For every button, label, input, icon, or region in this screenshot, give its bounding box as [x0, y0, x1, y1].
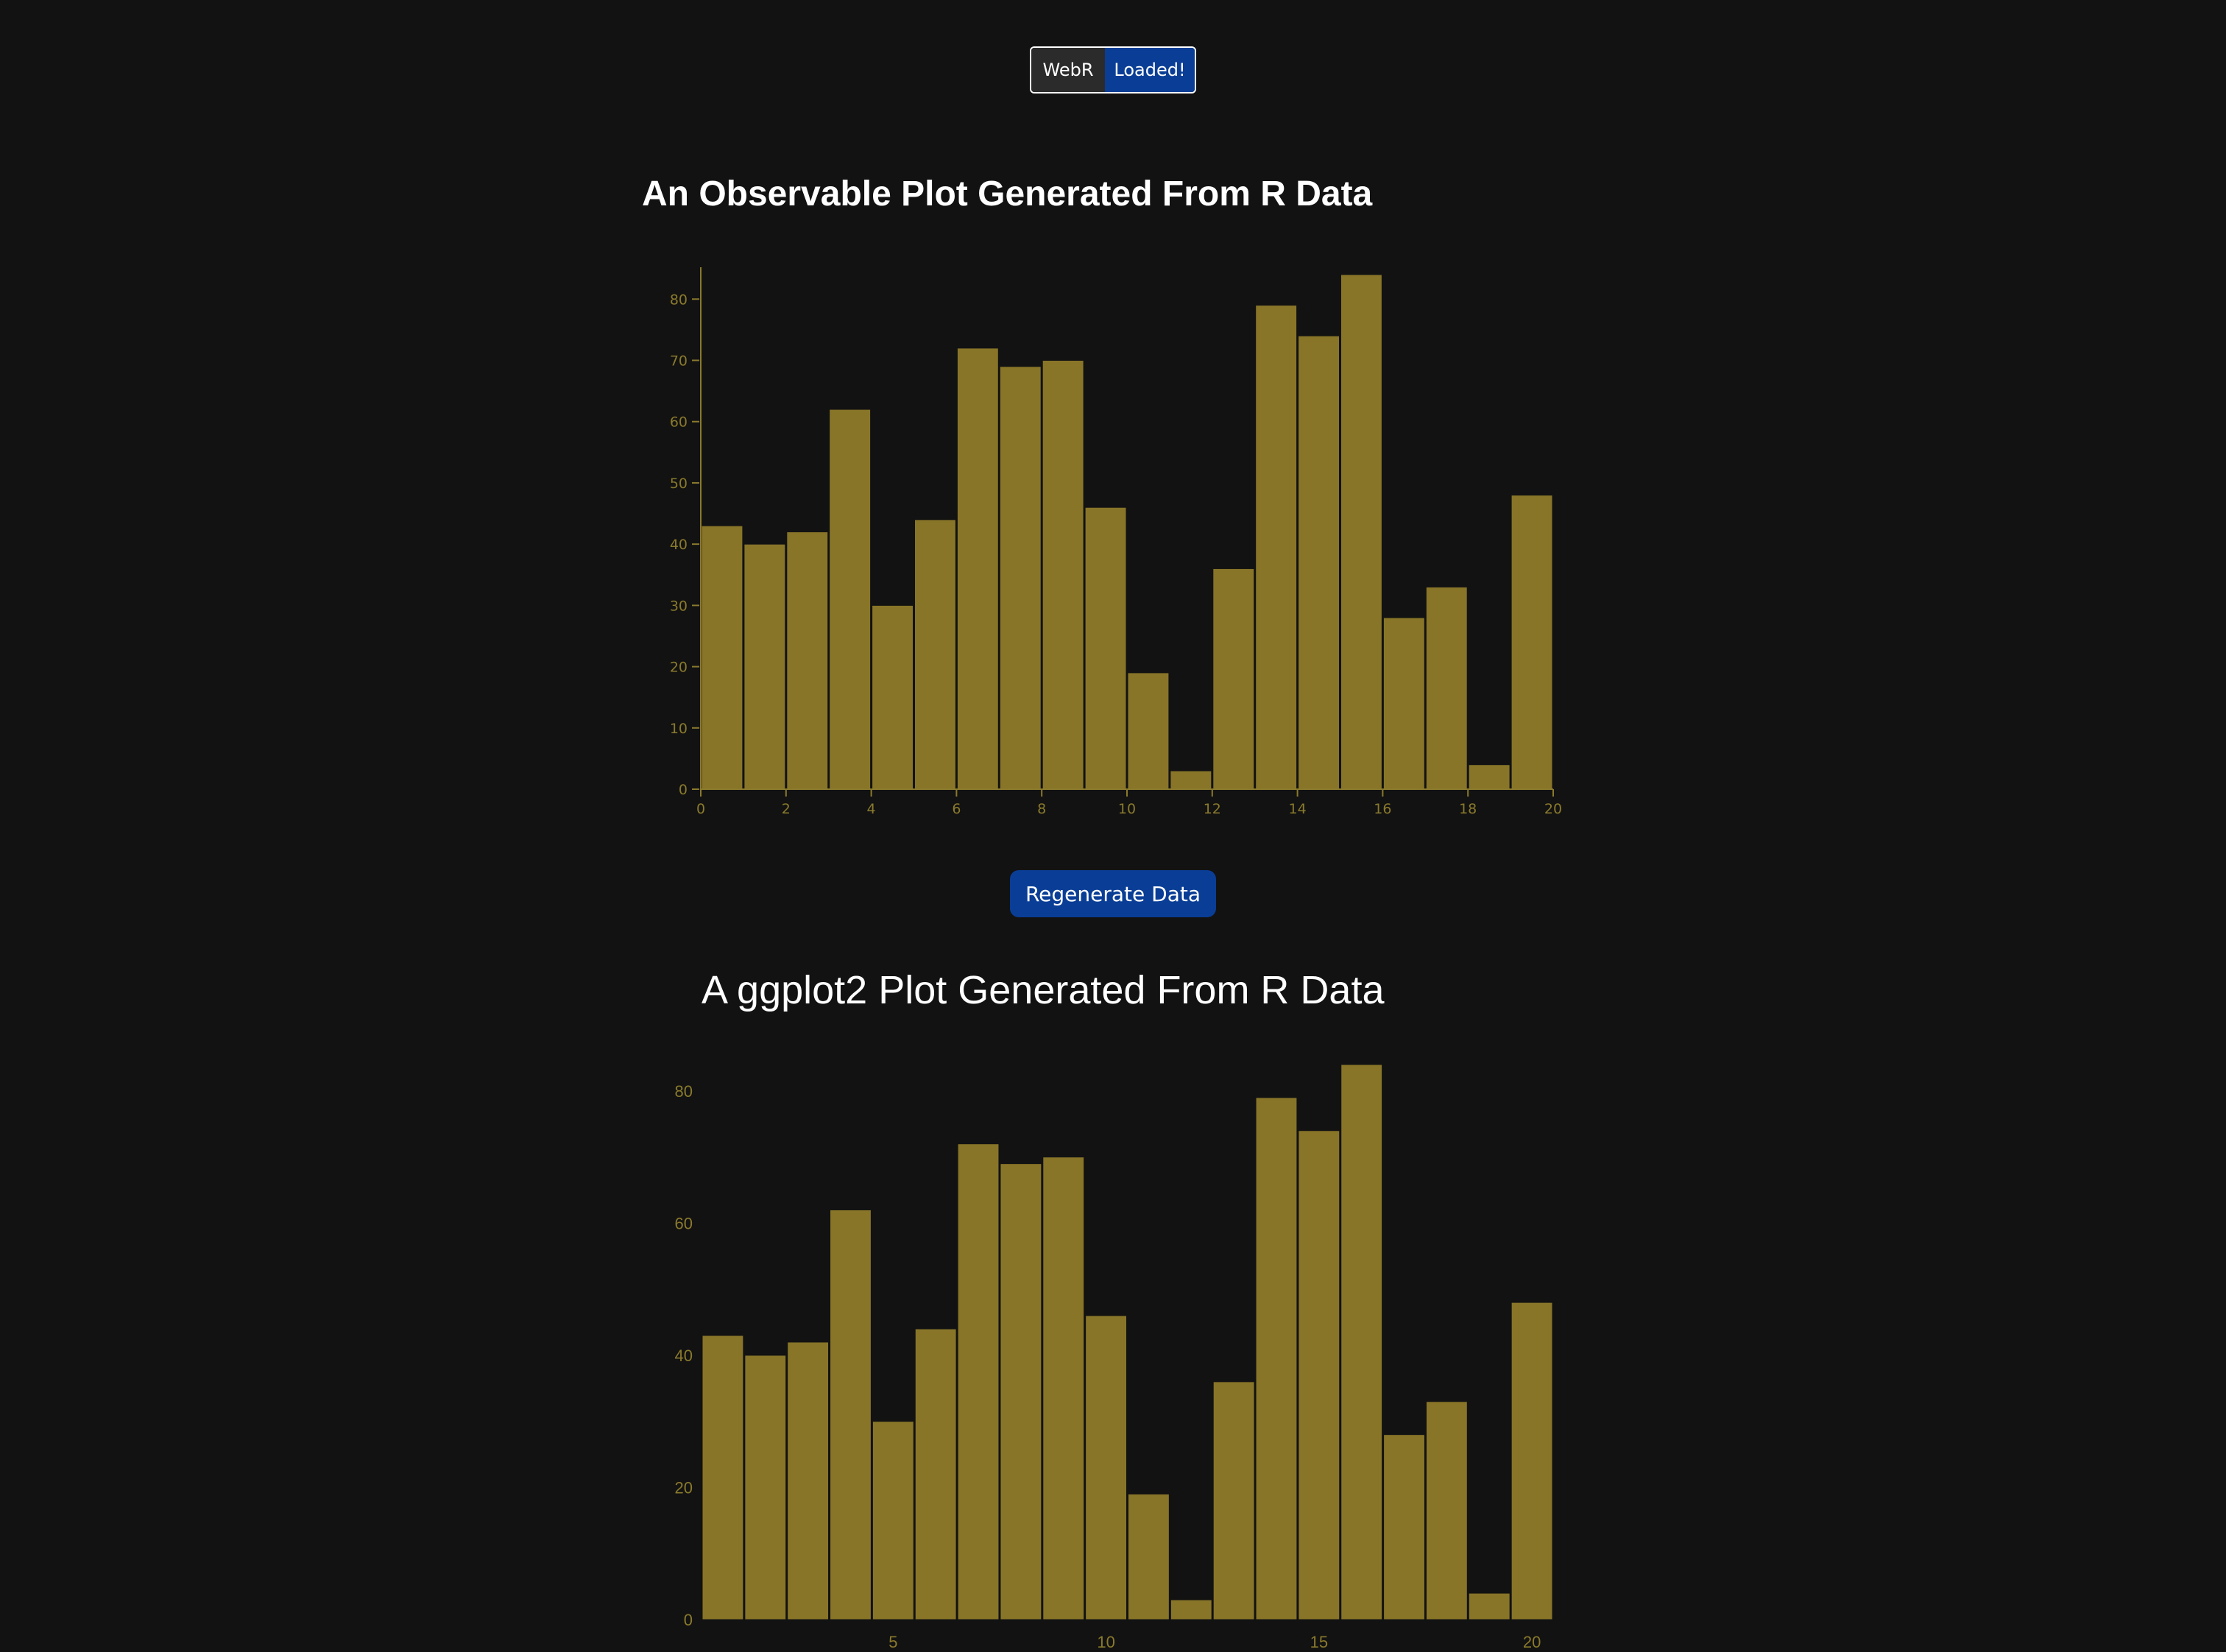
- bar-4: [829, 409, 872, 790]
- webr-loaded-state: Loaded!: [1105, 48, 1195, 92]
- y-tick-label: 40: [670, 537, 688, 553]
- bar-13: [1212, 568, 1255, 790]
- y-tick-label: 50: [670, 476, 688, 492]
- x-tick-label: 6: [952, 801, 961, 817]
- bar-16: [1340, 274, 1382, 790]
- y-tick-label: 0: [679, 782, 688, 798]
- x-tick-label: 2: [782, 801, 791, 817]
- bar-17: [1382, 617, 1425, 790]
- bar-1: [702, 1335, 744, 1620]
- webr-status-badge: WebR Loaded!: [1030, 46, 1196, 93]
- bar-7: [957, 1143, 1000, 1620]
- bar-3: [787, 1341, 830, 1620]
- bar-2: [743, 543, 786, 790]
- bar-18: [1425, 1401, 1468, 1620]
- x-tick-label: 10: [1118, 801, 1136, 817]
- bar-13: [1212, 1381, 1255, 1620]
- x-tick-label: 4: [867, 801, 876, 817]
- observable-plot-title: An Observable Plot Generated From R Data: [642, 174, 1373, 213]
- bar-11: [1128, 1493, 1170, 1620]
- bar-1: [701, 525, 743, 790]
- y-tick-label: 0: [684, 1611, 693, 1629]
- bar-9: [1042, 360, 1084, 790]
- bar-17: [1383, 1434, 1425, 1620]
- y-tick-label: 10: [670, 721, 688, 737]
- x-tick-label: 18: [1459, 801, 1477, 817]
- bar-15: [1298, 335, 1340, 790]
- bar-18: [1425, 586, 1468, 790]
- bar-11: [1127, 672, 1170, 790]
- regenerate-data-button[interactable]: Regenerate Data: [1010, 870, 1216, 917]
- x-tick-label: 20: [1544, 801, 1562, 817]
- x-tick-label: 20: [1523, 1633, 1541, 1651]
- bar-19: [1468, 764, 1510, 790]
- bar-20: [1510, 1302, 1553, 1620]
- bar-7: [956, 347, 999, 790]
- bar-8: [999, 366, 1042, 790]
- bar-14: [1255, 1097, 1298, 1620]
- y-tick-label: 40: [675, 1346, 693, 1365]
- bar-5: [872, 1421, 914, 1620]
- x-tick-label: 0: [696, 801, 705, 817]
- bar-3: [786, 532, 829, 790]
- bar-12: [1170, 1599, 1212, 1620]
- x-tick-label: 8: [1037, 801, 1046, 817]
- bar-2: [744, 1355, 787, 1620]
- bar-4: [830, 1209, 872, 1620]
- bar-16: [1340, 1064, 1383, 1620]
- bar-15: [1298, 1130, 1340, 1620]
- y-tick-label: 30: [670, 598, 688, 614]
- x-tick-label: 10: [1097, 1633, 1114, 1651]
- x-tick-label: 16: [1374, 801, 1391, 817]
- y-tick-label: 80: [675, 1082, 693, 1101]
- y-tick-label: 70: [670, 353, 688, 370]
- y-tick-label: 60: [670, 414, 688, 431]
- bar-6: [914, 1328, 957, 1620]
- y-tick-label: 20: [675, 1478, 693, 1497]
- x-tick-label: 12: [1204, 801, 1221, 817]
- webr-label: WebR: [1031, 48, 1105, 92]
- y-tick-label: 20: [670, 660, 688, 676]
- bar-10: [1085, 1315, 1128, 1620]
- bar-9: [1042, 1157, 1085, 1620]
- x-tick-label: 15: [1310, 1633, 1328, 1651]
- y-tick-label: 80: [670, 292, 688, 308]
- bar-10: [1084, 506, 1127, 790]
- x-tick-label: 5: [888, 1633, 897, 1651]
- ggplot-plot-title: A ggplot2 Plot Generated From R Data: [702, 968, 1385, 1012]
- y-tick-label: 60: [675, 1214, 693, 1232]
- bar-19: [1468, 1592, 1510, 1620]
- bar-8: [1000, 1163, 1042, 1620]
- x-tick-label: 14: [1289, 801, 1307, 817]
- bar-6: [914, 519, 956, 790]
